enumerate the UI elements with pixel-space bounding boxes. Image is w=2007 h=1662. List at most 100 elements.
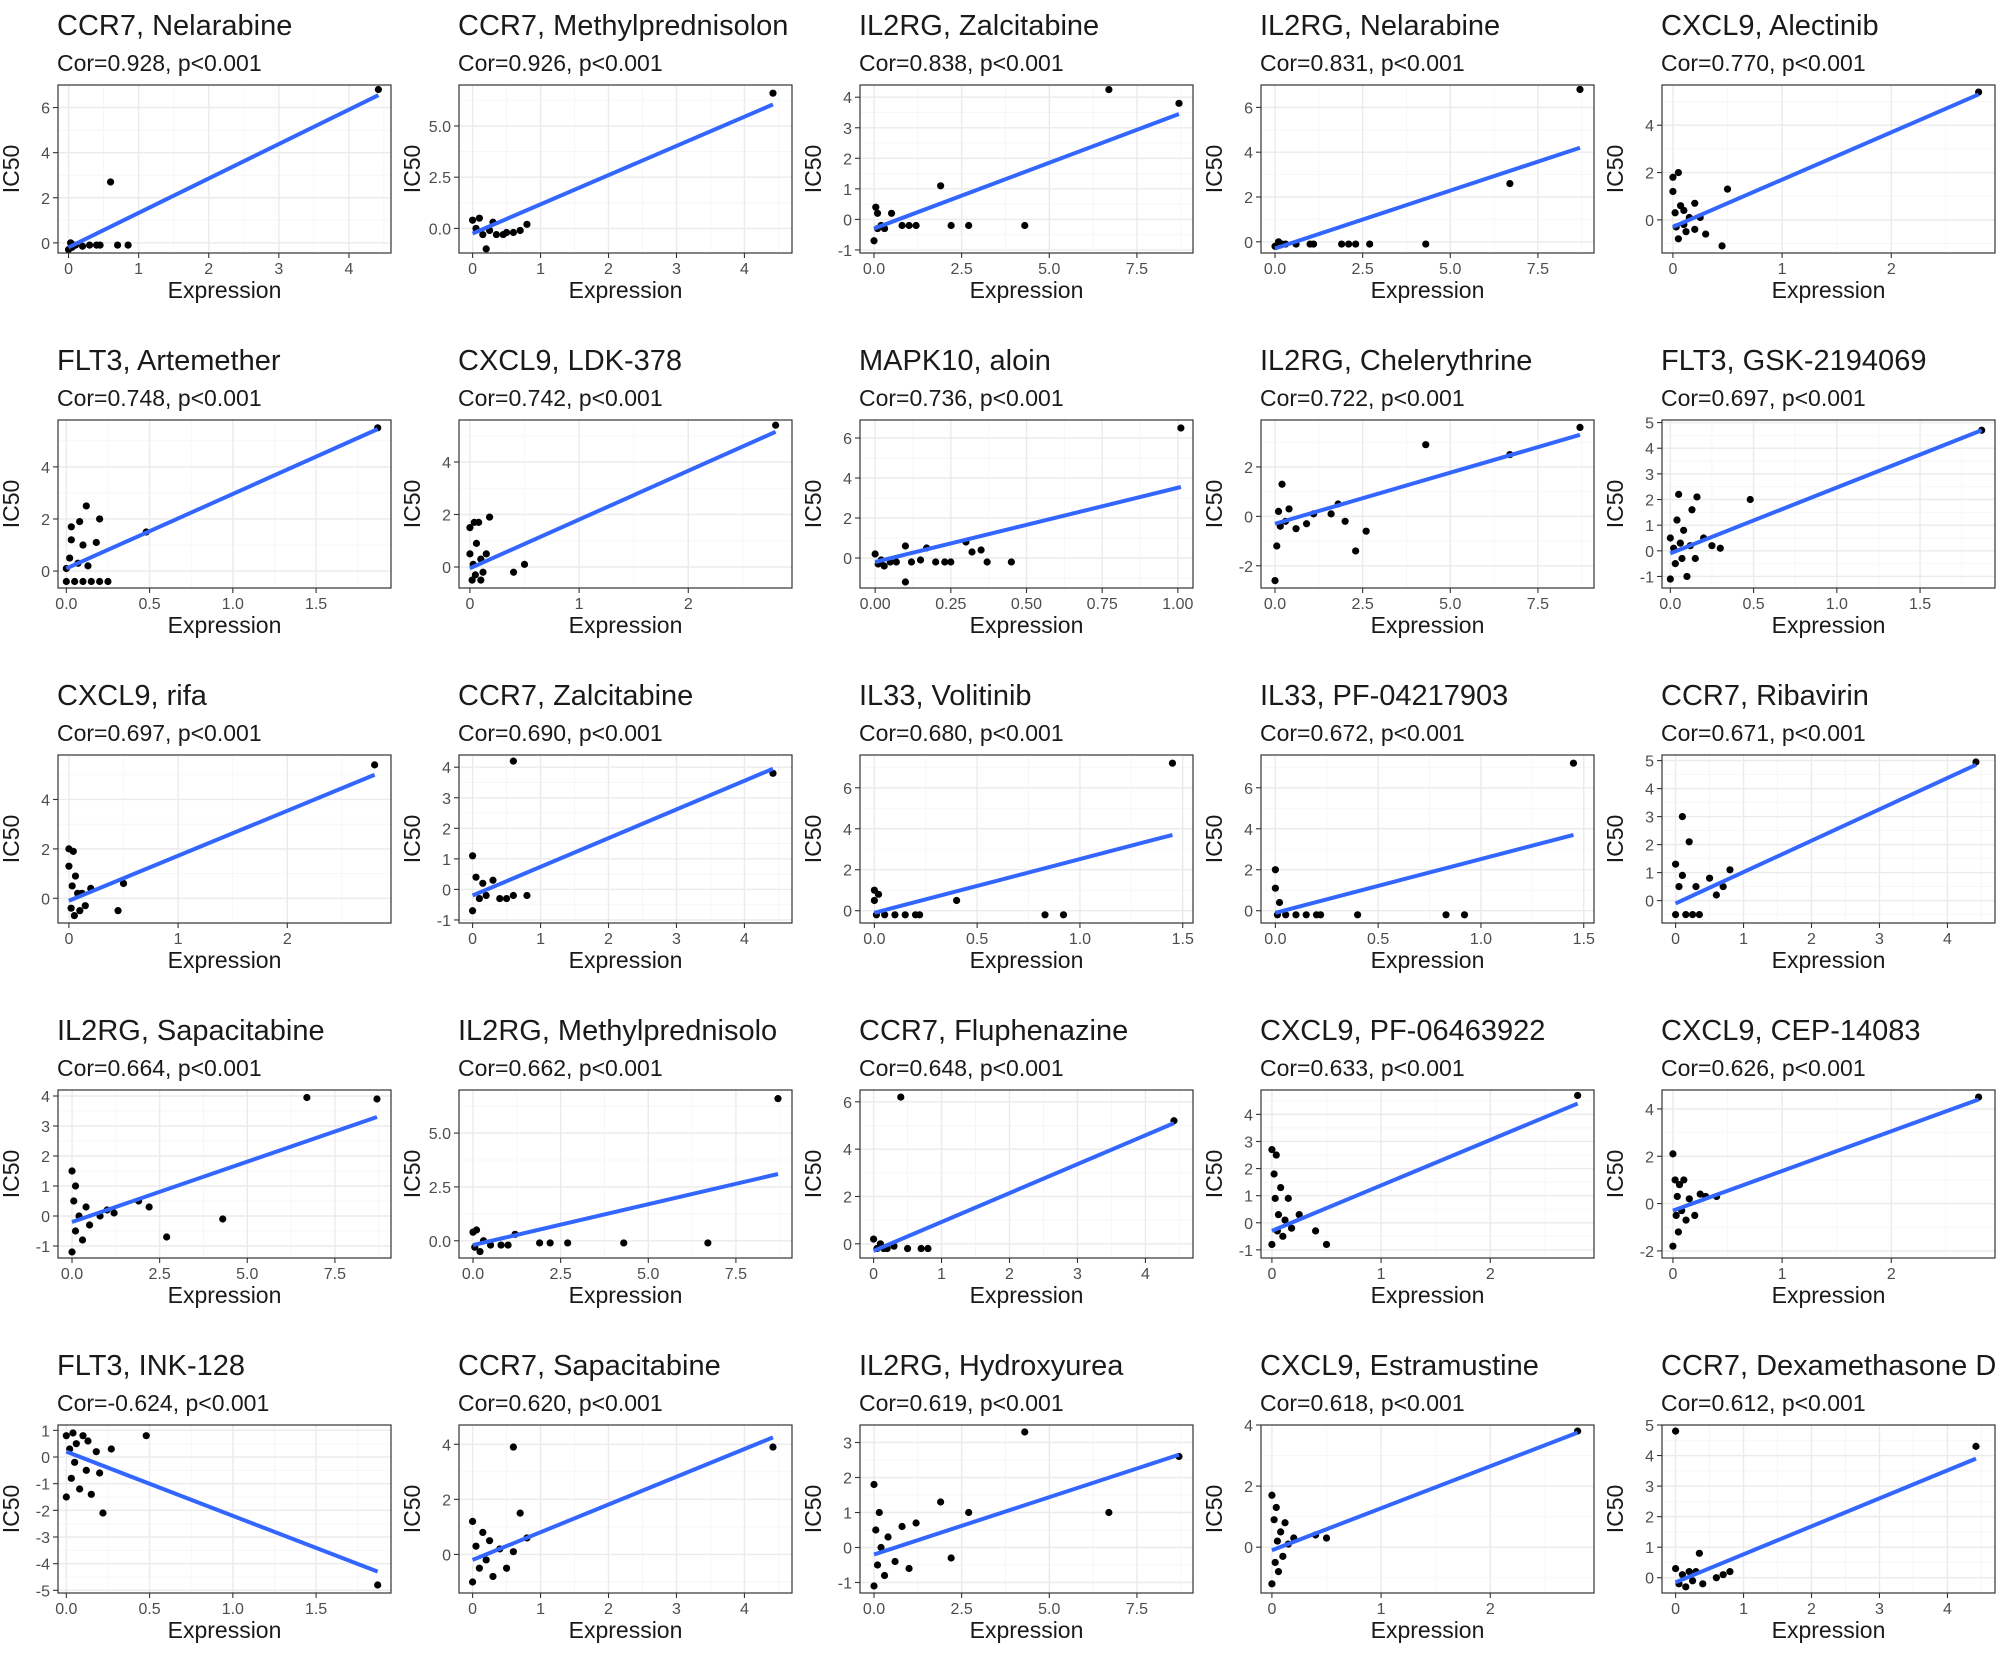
panel-title: CXCL9, rifa [57,680,208,712]
data-point [96,241,104,249]
y-tick-label: -2 [1640,1244,1654,1261]
data-point [1021,221,1029,230]
data-point [479,568,487,576]
data-point [1574,1091,1582,1100]
data-point [1696,1190,1704,1198]
panel-title: IL2RG, Methylprednisolo [458,1015,777,1047]
x-tick-label: 1 [536,1601,545,1618]
data-point [482,245,490,253]
data-point [68,1248,76,1256]
data-point [1272,1151,1280,1159]
data-point [1675,490,1683,498]
data-point [479,230,487,239]
panel-title: CXCL9, PF-06463922 [1260,1015,1545,1047]
panel-title: CCR7, Zalcitabine [458,680,693,712]
data-point [104,577,112,586]
panel-subtitle: Cor=0.697, p<0.001 [1661,385,1866,411]
y-tick-label: 0 [442,560,451,577]
y-tick-label: 1 [1645,1540,1654,1557]
x-axis-label: Expression [970,1617,1084,1643]
y-tick-label: 5.0 [429,1126,451,1143]
data-point [468,907,477,915]
panel-grid [1261,420,1594,588]
scatter-panel: IL2RG, Sapacitabine Cor=0.664, p<0.001 0.0… [0,1015,392,1308]
x-axis-label: Expression [970,277,1084,303]
scatter-panel: IL2RG, Chelerythrine Cor=0.722, p<0.001 0.… [1201,345,1595,638]
data-point [1460,911,1469,919]
data-point [71,1227,80,1235]
x-axis-label: Expression [168,612,282,638]
data-point [1302,911,1310,919]
x-tick-label: 2 [1486,1601,1495,1618]
data-points [1671,758,1980,919]
data-point [509,568,518,576]
panel-subtitle: Cor=0.633, p<0.001 [1260,1055,1465,1081]
x-tick-label: 4 [344,261,353,278]
y-tick-label: 2 [442,1492,451,1509]
panel-border [1260,419,1595,589]
x-tick-label: 5.0 [1439,261,1461,278]
data-point [475,894,483,903]
data-point [1688,911,1697,919]
panel-title: IL2RG, Nelarabine [1260,10,1500,42]
panel-grid [58,1090,391,1258]
data-point [113,241,122,249]
x-tick-label: 3 [1875,1601,1884,1618]
data-point [468,852,477,860]
data-point [1506,179,1514,188]
data-point [82,1203,90,1211]
y-tick-label: 0 [1645,894,1654,911]
y-tick-label: 4 [843,471,852,488]
data-point [1671,911,1680,919]
data-point [937,182,945,190]
data-point [917,1244,925,1253]
data-point [1422,441,1430,449]
data-point [1718,242,1726,250]
data-point [106,178,115,186]
panel-title: FLT3, GSK-2194069 [1661,345,1926,377]
x-tick-label: 5.0 [1439,596,1461,613]
scatter-panel: CCR7, Nelarabine Cor=0.928, p<0.001 0 1 2 3 4 0… [0,10,392,303]
data-point [1675,1181,1684,1189]
data-point [497,1241,505,1249]
y-axis-label: IC50 [0,815,24,864]
y-tick-label: -1 [1239,1243,1253,1260]
y-axis-label: IC50 [1201,815,1227,864]
y-tick-label: 3 [1244,1134,1253,1151]
x-tick-label: 0.5 [138,596,160,613]
data-point [870,237,878,245]
y-tick-label: 4 [41,146,50,163]
y-tick-label: 4 [843,90,852,107]
x-tick-label: 2.5 [951,261,973,278]
x-tick-label: 1.0 [1826,596,1848,613]
data-point [1292,525,1300,533]
regression-line [1674,1456,1977,1585]
data-point [374,85,382,94]
y-axis-label: IC50 [0,1150,24,1199]
x-axis-label: Expression [1371,1282,1485,1308]
x-tick-label: 3 [672,261,681,278]
data-point [523,891,531,900]
data-point [1338,240,1346,248]
x-tick-label: 5.0 [236,1266,258,1283]
data-point [1279,1552,1287,1560]
data-point [96,577,104,586]
x-axis-label: Expression [1371,277,1485,303]
regression-line [1271,1101,1579,1233]
data-point [1691,225,1699,233]
data-point [84,1437,92,1445]
data-point [1059,911,1068,919]
data-point [78,242,87,250]
panel-subtitle: Cor=0.672, p<0.001 [1260,720,1465,746]
panel-border [458,419,793,589]
data-point [905,221,913,230]
x-axis-label: Expression [569,277,683,303]
regression-line [874,485,1182,564]
data-point [1666,575,1674,583]
x-tick-label: 1 [1377,1266,1386,1283]
data-point [1716,544,1724,552]
y-tick-label: 0 [1645,1571,1654,1588]
data-point [1682,1583,1690,1591]
data-point [1676,539,1684,547]
data-point [1705,874,1714,882]
